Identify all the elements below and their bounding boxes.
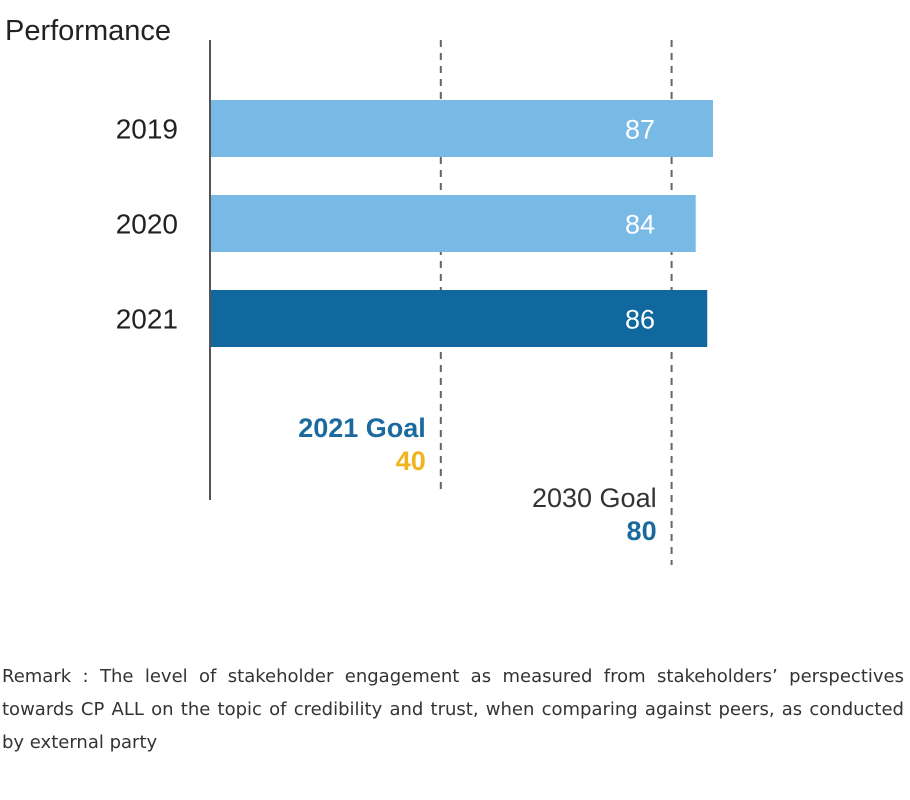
value-label-2019: 87 [625,115,655,145]
goal-label-2: 2030 Goal [532,483,657,513]
value-label-2020: 84 [625,210,655,240]
bars-group: 2019 87 2020 84 2021 86 [116,100,713,347]
category-label-2021: 2021 [116,304,178,335]
goal-value-1: 40 [396,446,426,476]
remark-text: Remark : The level of stakeholder engage… [2,666,904,753]
value-label-2021: 86 [625,305,655,335]
bar-2021 [211,290,708,347]
performance-axis-title: Performance [5,15,171,47]
category-label-2019: 2019 [116,114,178,145]
category-label-2020: 2020 [116,209,178,240]
stakeholder-performance-chart: Performance 2019 87 2020 84 2021 86 2021 Goal… [5,15,713,565]
bar-2020 [211,195,696,252]
bar-2019 [211,100,713,157]
goal-label-1: 2021 Goal [298,413,426,443]
goal-value-2: 80 [627,516,657,546]
